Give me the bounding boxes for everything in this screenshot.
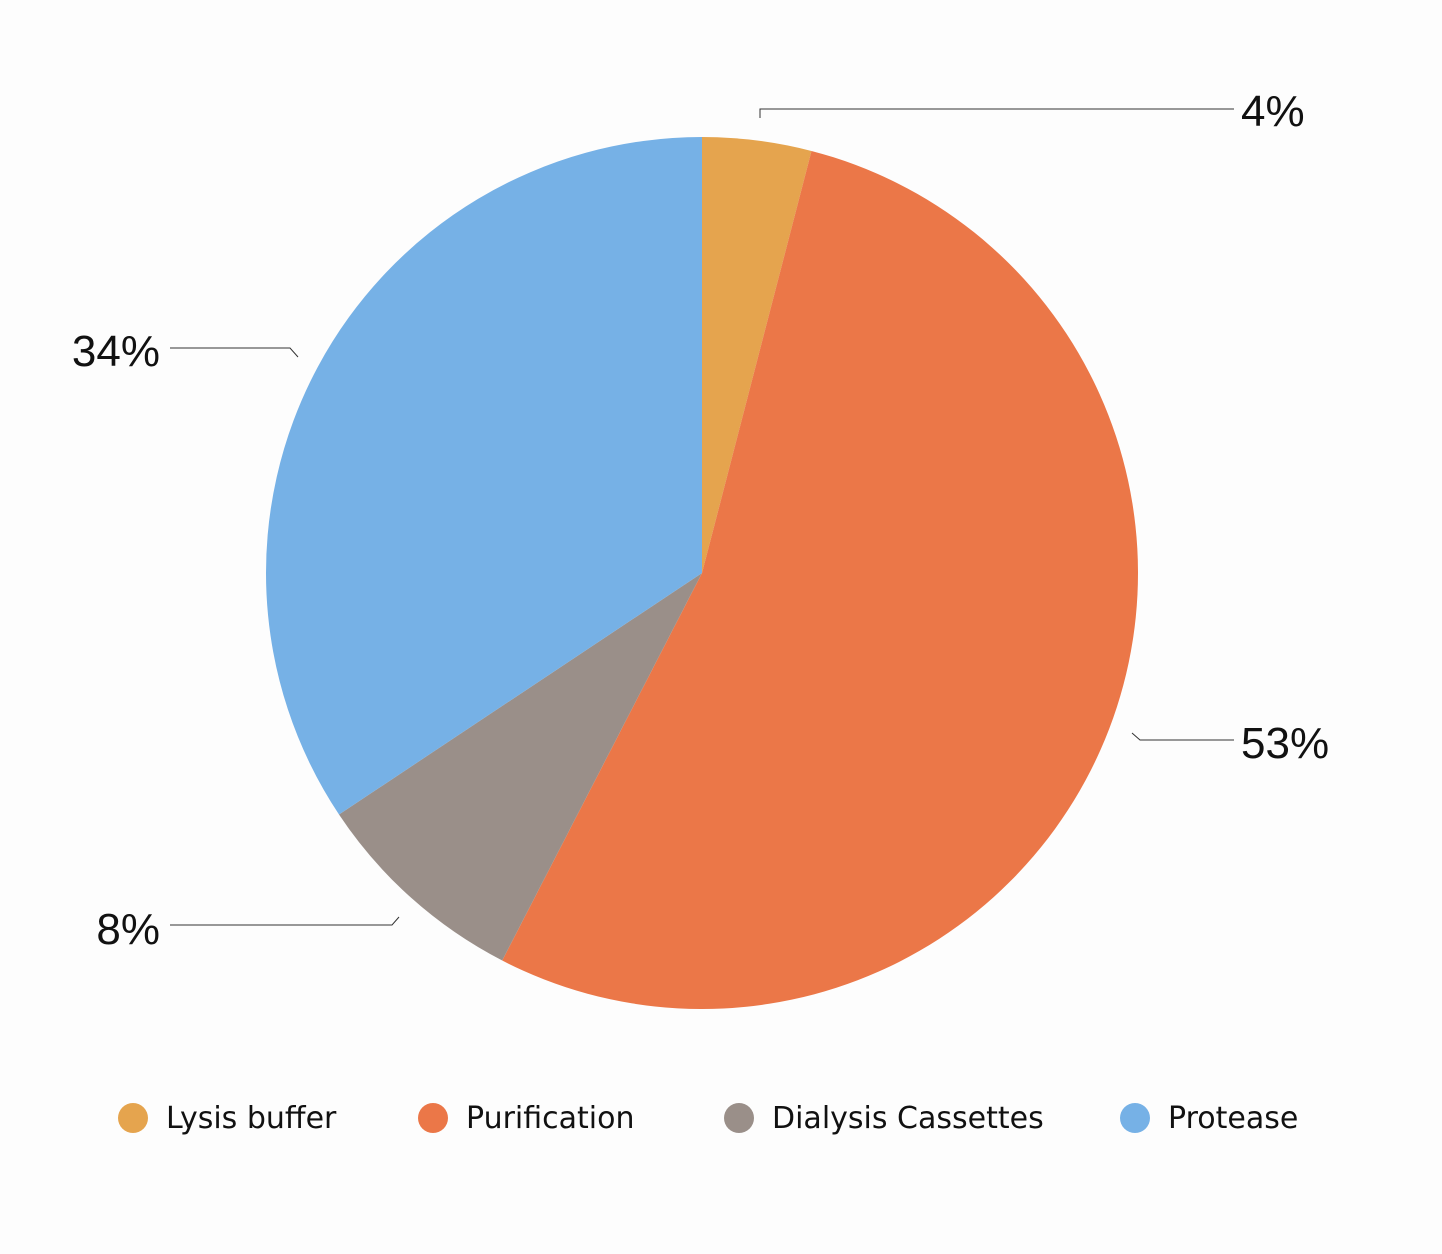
legend-swatch-dialysis-cassettes [724, 1103, 754, 1133]
pie-slice-protease[interactable] [266, 137, 702, 815]
leader-line-dialysis-cassettes [170, 916, 400, 926]
pct-label-lysis-buffer: 4% [1241, 87, 1305, 136]
pie-slice-lysis-buffer[interactable] [702, 137, 812, 573]
legend-label: Lysis buffer [166, 1100, 337, 1136]
leader-line-lysis-buffer [759, 108, 1234, 118]
legend-label: Dialysis Cassettes [772, 1100, 1044, 1136]
pie-slice-purification[interactable] [502, 150, 1139, 1010]
legend-label: Purification [466, 1100, 635, 1136]
legend-item-lysis-buffer[interactable]: Lysis buffer [118, 1094, 336, 1142]
legend-item-purification[interactable]: Purification [418, 1094, 635, 1142]
legend: Lysis buffer Purification Dialysis Casse… [0, 1094, 1442, 1142]
leader-line-purification [1131, 732, 1234, 741]
pct-label-dialysis-cassettes: 8% [96, 905, 160, 954]
legend-item-protease[interactable]: Protease [1120, 1094, 1298, 1142]
pct-label-protease: 34% [72, 327, 160, 376]
legend-swatch-protease [1120, 1103, 1150, 1133]
percent-labels: 4% 53% 8% 34% [72, 87, 1329, 954]
legend-swatch-lysis-buffer [118, 1103, 148, 1133]
leader-line-protease [170, 347, 299, 358]
pie-slices [266, 137, 1139, 1010]
leader-lines [170, 108, 1234, 926]
legend-item-dialysis-cassettes[interactable]: Dialysis Cassettes [724, 1094, 1044, 1142]
pie-slice-dialysis-cassettes[interactable] [338, 573, 702, 961]
legend-label: Protease [1168, 1100, 1299, 1136]
legend-swatch-purification [418, 1103, 448, 1133]
pct-label-purification: 53% [1241, 719, 1329, 768]
